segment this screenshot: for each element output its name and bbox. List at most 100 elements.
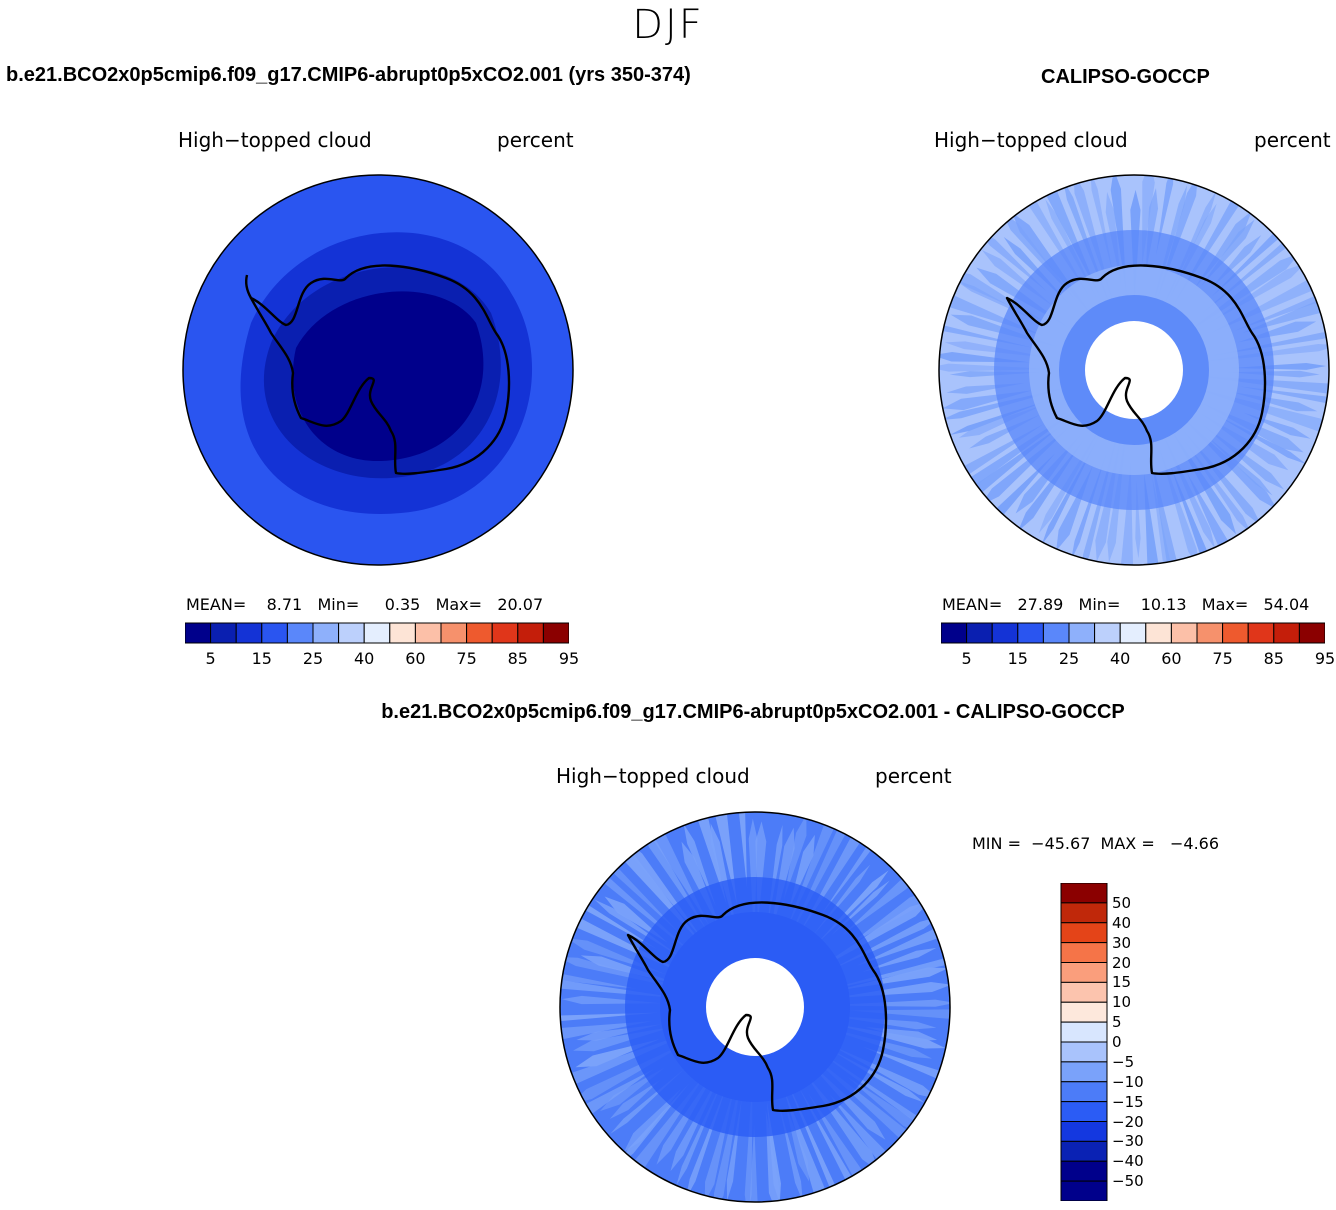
colorbar-swatch [991,622,1019,644]
colorbar-swatch [1170,622,1198,644]
colorbar-tick-label: 25 [302,649,324,668]
panel-3-stats: MIN = −45.67 MAX = −4.66 [972,834,1220,853]
colorbar-swatch [1060,1140,1108,1162]
colorbar-swatch [941,622,968,644]
colorbar-swatch [1060,1021,1108,1043]
colorbar-swatch [1060,942,1108,963]
colorbar-swatch [491,622,519,644]
colorbar-swatch [1060,1081,1108,1103]
diff-colorbar-ticks: 50 40 30 20 15 10 5 0 −5 −10 −15 −20 −30 −40 −50 [1112,883,1172,1201]
colorbar-tick-label: 15 [1112,973,1132,992]
colorbar-tick-label: 60 [1161,649,1182,668]
colorbar-tick-label: −10 [1112,1072,1144,1091]
colorbar-swatch [1094,622,1121,644]
colorbar-swatch [1196,622,1224,644]
panel-2-colorbar [941,622,1325,644]
colorbar-tick-label: −40 [1112,1152,1144,1171]
colorbar-tick-label: 95 [558,649,580,668]
panel-1-title: b.e21.BCO2x0p5cmip6.f09_g17.CMIP6-abrupt… [6,64,691,86]
panel-2-coastline [1005,264,1267,475]
colorbar-swatch [312,622,340,644]
panel-3-title: b.e21.BCO2x0p5cmip6.f09_g17.CMIP6-abrupt… [381,701,1125,723]
panel-1-units: percent [497,128,574,152]
colorbar-tick-label: 20 [1112,953,1132,972]
colorbar-tick-label: −15 [1112,1092,1144,1111]
panel-1-stats: MEAN= 8.71 Min= 0.35 Max= 20.07 [186,595,544,614]
colorbar-swatch [1298,622,1325,644]
colorbar-swatch [1060,1180,1108,1201]
panel-3-map [559,811,951,1203]
colorbar-tick-label: 0 [1112,1033,1122,1051]
panel-1-colorbar [185,622,569,644]
colorbar-swatch [1060,902,1108,924]
colorbar-swatch [1119,622,1147,644]
colorbar-swatch [210,622,237,644]
colorbar-swatch [1273,622,1300,644]
colorbar-swatch [1060,1001,1108,1023]
colorbar-swatch [261,622,288,644]
colorbar-tick-label: 40 [1112,913,1132,932]
colorbar-swatch [1060,883,1108,904]
colorbar-swatch [1060,1061,1108,1083]
colorbar-swatch [966,622,993,644]
colorbar-swatch [1060,981,1108,1003]
panel-2-units: percent [1254,128,1331,152]
colorbar-tick-label: −30 [1112,1132,1144,1151]
colorbar-swatch [1060,1101,1108,1122]
panel-3-coastline [626,901,888,1112]
colorbar-swatch [1060,1160,1108,1182]
colorbar-tick-label: 30 [1112,933,1132,952]
colorbar-swatch [286,622,314,644]
colorbar-swatch [466,622,493,644]
colorbar-swatch [414,622,442,644]
colorbar-tick-label: 15 [1007,649,1028,668]
colorbar-tick-label: 10 [1112,993,1132,1012]
colorbar-swatch [235,622,263,644]
panel-1-colorbar-ticks: 5 15 25 40 60 75 85 95 [185,649,580,669]
colorbar-swatch [1222,622,1249,644]
panel-1-coastline [245,264,511,475]
colorbar-tick-label: 85 [1263,649,1284,668]
panel-2-stats: MEAN= 27.89 Min= 10.13 Max= 54.04 [942,595,1310,614]
colorbar-swatch [1060,1041,1108,1063]
colorbar-swatch [1068,622,1096,644]
panel-2-map [938,174,1330,566]
colorbar-tick-label: 50 [1112,893,1132,912]
colorbar-swatch [338,622,365,644]
colorbar-swatch [1060,962,1108,983]
colorbar-swatch [1042,622,1070,644]
colorbar-swatch [1247,622,1275,644]
colorbar-tick-label: −20 [1112,1112,1144,1131]
colorbar-tick-label: 85 [507,649,528,668]
colorbar-swatch [440,622,468,644]
colorbar-tick-label: 75 [456,649,477,668]
colorbar-tick-label: −5 [1112,1052,1135,1071]
colorbar-tick-label: 15 [251,649,272,668]
colorbar-tick-label: 5 [961,649,972,668]
colorbar-swatch [185,622,212,644]
colorbar-swatch [1145,622,1172,644]
colorbar-tick-label: 25 [1058,649,1080,668]
colorbar-swatch [517,622,544,644]
panel-1-variable: High−topped cloud [178,128,372,152]
panel-2-title: CALIPSO-GOCCP [1041,66,1210,88]
colorbar-tick-label: 40 [354,649,375,668]
diff-colorbar [1060,883,1108,1201]
panel-3-units: percent [875,764,952,788]
colorbar-tick-label: 60 [405,649,426,668]
colorbar-swatch [1017,622,1044,644]
colorbar-tick-label: −50 [1112,1172,1144,1191]
colorbar-swatch [389,622,416,644]
season-title: DJF [632,2,704,48]
panel-2-variable: High−topped cloud [934,128,1128,152]
panel-3-variable: High−topped cloud [556,764,750,788]
panel-1-map [182,174,574,566]
colorbar-swatch [363,622,391,644]
colorbar-tick-label: 5 [205,649,216,668]
colorbar-swatch [1060,1121,1108,1142]
colorbar-swatch [542,622,569,644]
colorbar-tick-label: 75 [1212,649,1233,668]
colorbar-tick-label: 40 [1110,649,1131,668]
colorbar-swatch [1060,922,1108,944]
colorbar-tick-label: 95 [1314,649,1336,668]
